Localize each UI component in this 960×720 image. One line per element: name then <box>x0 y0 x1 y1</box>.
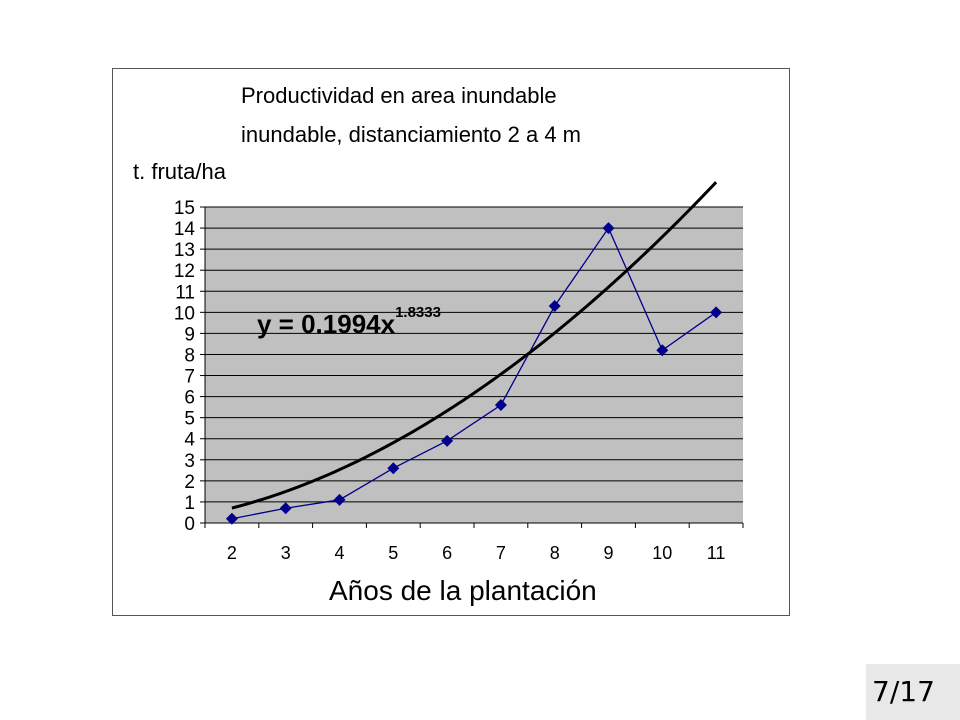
y-tick-label-14: 14 <box>174 219 196 240</box>
trendline-equation: y = 0.1994x1.8333 <box>257 304 441 340</box>
x-axis-label: Años de la plantación <box>329 575 597 606</box>
trendline-curve <box>231 181 718 510</box>
y-tick-label-8: 8 <box>184 345 195 366</box>
x-tick-label-11: 11 <box>707 543 726 563</box>
y-tick-label-13: 13 <box>174 240 195 261</box>
data-point-11 <box>710 306 723 319</box>
data-point-4 <box>333 493 346 506</box>
x-tick-label-10: 10 <box>652 543 672 563</box>
y-tick-label-11: 11 <box>175 282 195 303</box>
y-tick-label-6: 6 <box>184 388 195 409</box>
y-axis-label: t. fruta/ha <box>133 159 226 184</box>
chart-frame: Productividad en area inundable inundabl… <box>112 68 790 616</box>
y-tick-label-12: 12 <box>174 261 195 282</box>
data-point-5 <box>387 462 400 475</box>
trendline-equation-base: y = 0.1994x <box>257 309 396 339</box>
chart-title-line-1: Productividad en area inundable <box>241 83 557 108</box>
data-point-6 <box>441 434 454 447</box>
page-number: 7/17 <box>866 664 960 720</box>
data-point-9 <box>602 222 615 235</box>
y-tick-label-1: 1 <box>184 493 195 514</box>
data-point-7 <box>494 399 507 412</box>
y-tick-label-2: 2 <box>184 472 195 493</box>
x-tick-label-6: 6 <box>442 543 452 563</box>
y-tick-label-9: 9 <box>184 324 195 345</box>
y-tick-label-0: 0 <box>184 514 195 535</box>
data-point-3 <box>279 502 292 515</box>
y-tick-label-7: 7 <box>184 367 195 388</box>
y-tick-label-3: 3 <box>184 451 195 472</box>
data-point-2 <box>225 512 238 525</box>
data-point-10 <box>656 344 669 357</box>
y-tick-label-15: 15 <box>174 198 195 219</box>
x-tick-label-3: 3 <box>281 543 291 563</box>
x-tick-label-4: 4 <box>334 543 344 563</box>
chart-title-line-2: inundable, distanciamiento 2 a 4 m <box>241 122 581 147</box>
plot-area <box>205 207 743 523</box>
series-line-0 <box>231 226 717 520</box>
y-tick-label-10: 10 <box>174 303 195 324</box>
x-tick-label-8: 8 <box>550 543 560 563</box>
x-tick-label-2: 2 <box>227 543 237 563</box>
x-tick-label-5: 5 <box>388 543 398 563</box>
trendline-equation-exponent: 1.8333 <box>395 304 441 322</box>
y-tick-label-4: 4 <box>184 430 195 451</box>
data-point-8 <box>548 300 561 313</box>
y-tick-label-5: 5 <box>184 409 195 430</box>
x-tick-label-7: 7 <box>496 543 506 563</box>
x-tick-label-9: 9 <box>603 543 613 563</box>
